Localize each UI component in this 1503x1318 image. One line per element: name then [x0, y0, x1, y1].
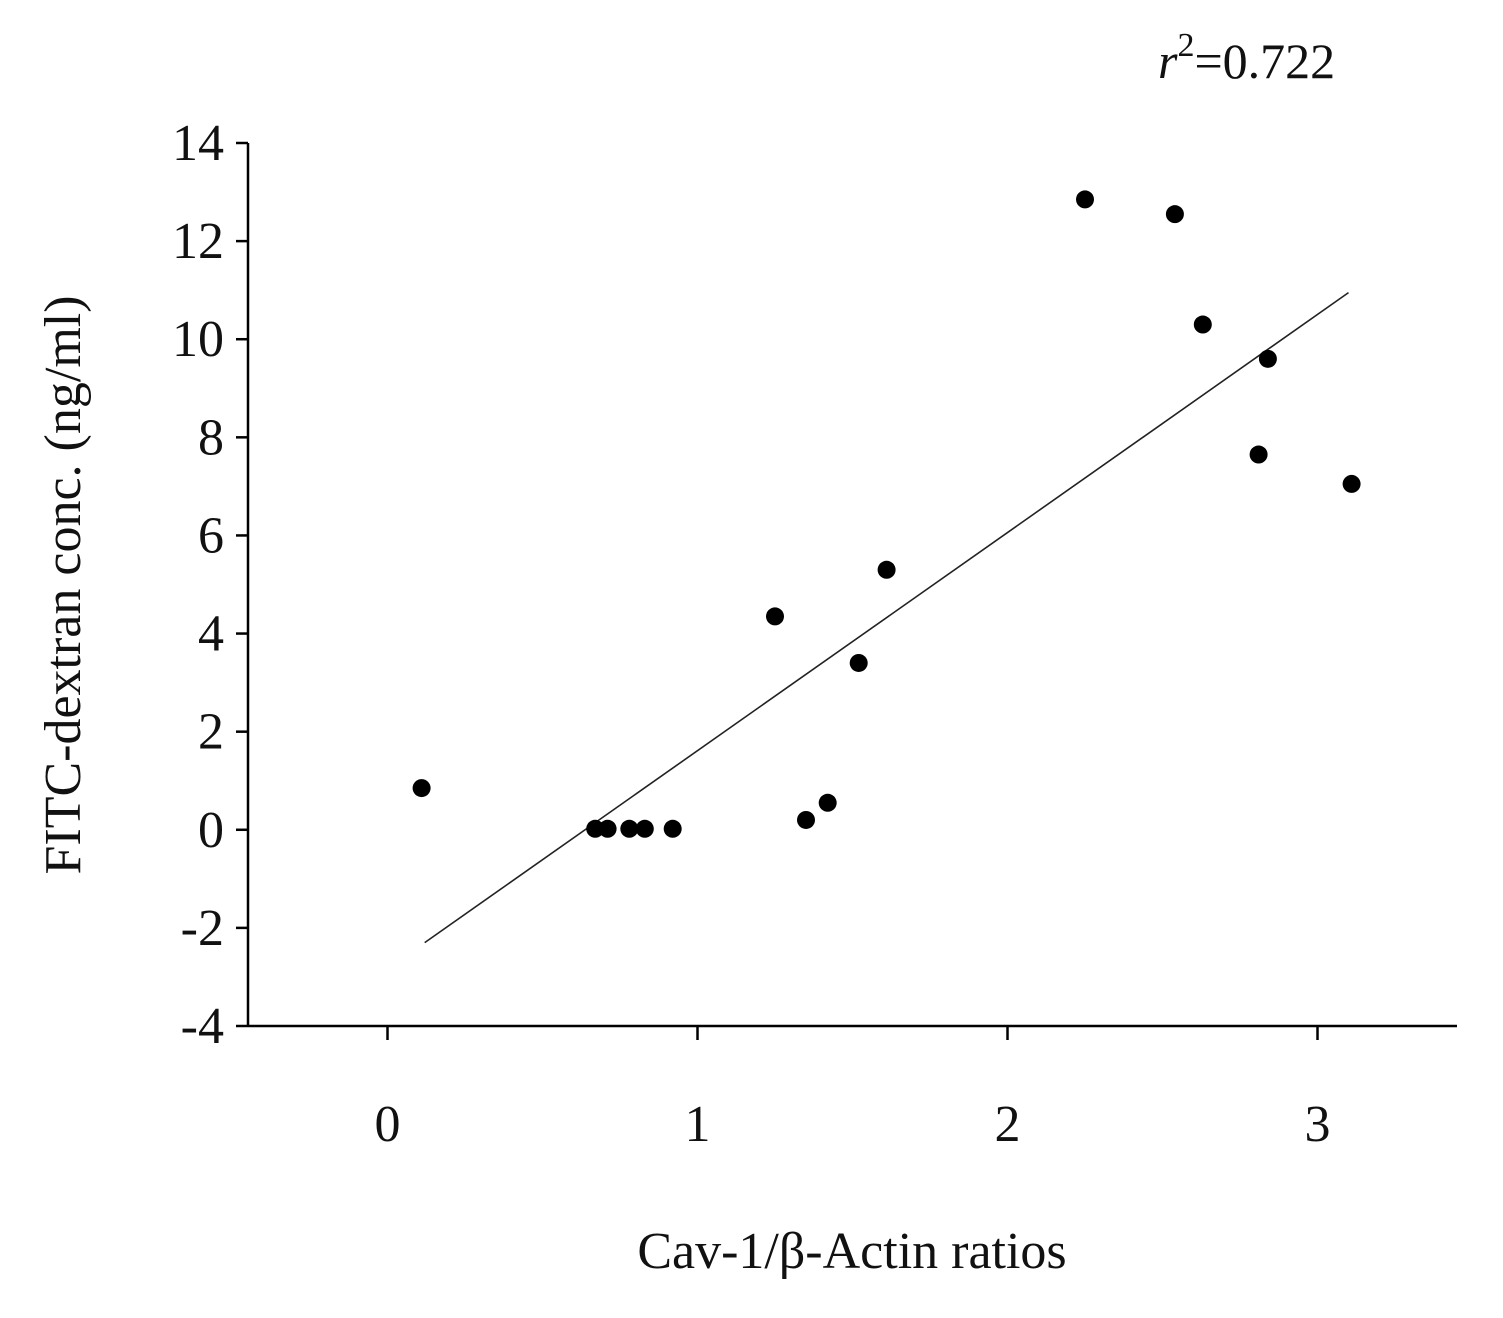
y-tick-label: 2 — [198, 704, 224, 761]
x-tick-label: 1 — [685, 1096, 711, 1153]
r-squared-annotation: r2=0.722 — [1158, 27, 1335, 89]
y-tick-label: -2 — [181, 900, 224, 957]
y-tick-label: 12 — [172, 213, 224, 270]
y-tick-label: 4 — [198, 606, 224, 663]
data-point — [598, 819, 617, 838]
data-point — [1258, 349, 1277, 368]
data-point — [1076, 190, 1094, 209]
data-point — [818, 793, 837, 812]
data-point — [620, 819, 639, 838]
data-point — [635, 819, 654, 838]
data-point — [797, 810, 815, 829]
r-squared-value: =0.722 — [1194, 33, 1335, 89]
data-point — [1165, 205, 1184, 224]
data-point — [877, 560, 896, 579]
r-symbol: r — [1158, 33, 1178, 89]
y-tick-label: 6 — [198, 507, 224, 564]
y-tick-label: 8 — [198, 409, 224, 466]
y-ticks: -4 -2 0 2 4 6 8 10 12 14 — [172, 115, 248, 1055]
x-ticks: 0 1 2 3 — [375, 1026, 1331, 1153]
x-tick-label: 3 — [1305, 1096, 1331, 1153]
data-point — [586, 819, 605, 838]
y-tick-label: 14 — [172, 115, 224, 172]
data-point — [766, 607, 784, 626]
axes — [246, 143, 1457, 1028]
data-point — [663, 819, 682, 838]
data-points — [412, 190, 1361, 838]
y-tick-label: -4 — [181, 998, 224, 1055]
data-point — [1342, 474, 1361, 493]
regression-line — [424, 291, 1349, 944]
data-point — [849, 653, 868, 672]
data-point — [1193, 315, 1212, 334]
data-point — [412, 779, 431, 798]
y-axis-title: FITC-dextran conc. (ng/ml) — [35, 295, 92, 874]
x-axis-title: Cav-1/β-Actin ratios — [637, 1223, 1066, 1280]
x-tick-label: 2 — [995, 1096, 1021, 1153]
r-exponent: 2 — [1177, 27, 1194, 64]
data-point — [1249, 445, 1268, 464]
y-tick-label: 10 — [172, 311, 224, 368]
x-tick-label: 0 — [375, 1096, 401, 1153]
y-tick-label: 0 — [198, 802, 224, 859]
